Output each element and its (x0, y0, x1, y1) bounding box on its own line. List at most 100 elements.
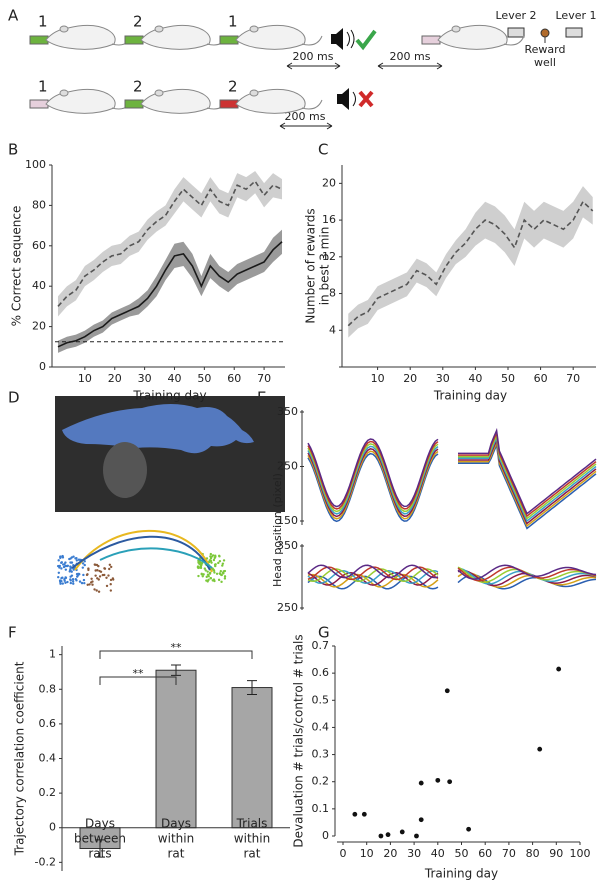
axis-label: Head position (pixel) (271, 473, 284, 587)
significance-bracket (99, 650, 253, 659)
point (83, 560, 86, 563)
point (72, 582, 75, 585)
x-tick-label: 40 (468, 372, 482, 385)
point (97, 578, 100, 581)
delay-label: 200 ms (390, 50, 431, 63)
point (197, 574, 200, 578)
point (94, 574, 97, 577)
point (105, 576, 108, 579)
point (199, 565, 202, 568)
trace (458, 440, 597, 528)
point (69, 565, 72, 568)
point (75, 559, 79, 562)
point (222, 559, 226, 562)
y-tick-label: 0 (49, 821, 56, 834)
point (378, 833, 384, 839)
trace (458, 435, 597, 523)
point (466, 826, 472, 832)
point (63, 578, 66, 581)
point (447, 779, 453, 785)
x-tick-label: 0 (340, 847, 347, 860)
y-tick-label: 0.7 (312, 639, 330, 652)
x-tick-label: Trials (236, 817, 268, 831)
delay-label: 200 ms (285, 110, 326, 123)
point (71, 578, 75, 581)
point (210, 555, 213, 558)
trace (307, 571, 439, 586)
point (199, 561, 203, 565)
point (86, 583, 89, 586)
trace (307, 450, 439, 520)
legend-label: Lever 2 (496, 9, 537, 22)
point (64, 576, 67, 579)
x-tick-label: 10 (360, 847, 374, 860)
lever (29, 99, 49, 109)
x-tick-label: 40 (167, 372, 181, 385)
trace (307, 452, 439, 523)
lever-legend (507, 27, 583, 43)
trace (307, 448, 439, 518)
point (214, 564, 217, 568)
point (66, 580, 69, 584)
y-tick-label: 60 (32, 239, 46, 252)
y-tick-label: 12 (322, 250, 336, 263)
lever (124, 99, 144, 109)
rat-body (45, 88, 116, 114)
point (219, 569, 223, 573)
point (59, 556, 62, 560)
legend-label: well (534, 56, 556, 69)
y-tick-label: 16 (322, 213, 336, 226)
point (207, 574, 210, 578)
lever-number: 2 (133, 78, 143, 96)
panel-label: D (8, 389, 20, 407)
point (203, 567, 206, 570)
point (218, 555, 221, 558)
x-tick-label: Days (161, 817, 191, 831)
point (64, 581, 67, 584)
y-tick-label: 20 (32, 320, 46, 333)
lever (124, 35, 144, 45)
x-tick-label: 10 (371, 372, 385, 385)
trace (307, 445, 439, 515)
point (206, 570, 209, 573)
rat-body (235, 24, 306, 50)
rat-icon (219, 88, 323, 114)
lever-number: 1 (38, 13, 48, 31)
point (81, 562, 85, 565)
x-tick-label: 20 (403, 372, 417, 385)
rat-tail (301, 35, 323, 46)
point (83, 563, 86, 567)
pose-overlay (62, 404, 254, 454)
axis-label: Devaluation # trials/control # trials (292, 634, 306, 847)
x-tick-label: 100 (570, 847, 591, 860)
cross-icon (358, 90, 374, 108)
x-tick-label: between (74, 832, 126, 846)
x-tick-label: 30 (436, 372, 450, 385)
trace (307, 575, 439, 590)
point (108, 567, 111, 571)
rat-icon (29, 24, 133, 50)
point (221, 564, 224, 567)
point (108, 563, 112, 567)
point (109, 578, 113, 582)
x-tick-label: 60 (534, 372, 548, 385)
point (70, 556, 74, 559)
y-tick-label: 0 (322, 829, 329, 842)
axis-label: Training day (424, 867, 498, 881)
axis-label: in best 3 min (318, 227, 332, 306)
rat-body (235, 88, 306, 114)
significance-label: ** (133, 667, 145, 680)
trace (458, 427, 597, 515)
trace (458, 442, 597, 530)
y-tick-label: 0.4 (39, 752, 57, 765)
legend-label: Reward (525, 43, 566, 56)
point (60, 579, 63, 583)
x-tick-label: 60 (478, 847, 492, 860)
point (85, 573, 89, 577)
point (220, 573, 223, 577)
rat-icon (219, 24, 323, 50)
trace (457, 564, 597, 580)
point (57, 571, 61, 575)
point (205, 579, 208, 582)
trace (458, 432, 597, 520)
